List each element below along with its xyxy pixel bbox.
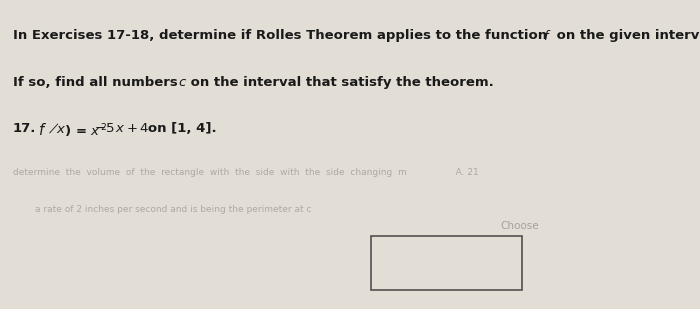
Text: $\mathit{f}$: $\mathit{f}$ bbox=[38, 122, 48, 138]
Text: ) = $x^{\,2}$: ) = $x^{\,2}$ bbox=[60, 122, 108, 140]
Text: If so, find all numbers: If so, find all numbers bbox=[13, 76, 182, 89]
Text: a rate of 2 inches per second and is being the perimeter at c: a rate of 2 inches per second and is bei… bbox=[35, 205, 429, 214]
Text: $-5\,x+4$: $-5\,x+4$ bbox=[94, 122, 149, 135]
Text: on [1, 4].: on [1, 4]. bbox=[134, 122, 217, 135]
Text: $\!\!\not{\!\mathit{x}}$: $\!\!\not{\!\mathit{x}}$ bbox=[49, 122, 66, 136]
Text: $\mathit{f}$: $\mathit{f}$ bbox=[543, 29, 552, 43]
Text: 17.: 17. bbox=[13, 122, 36, 135]
Text: In Exercises 17-18, determine if Rolles Theorem applies to the function: In Exercises 17-18, determine if Rolles … bbox=[13, 29, 552, 42]
Text: on the interval that satisfy the theorem.: on the interval that satisfy the theorem… bbox=[186, 76, 493, 89]
Text: determine  the  volume  of  the  rectangle  with  the  side  with  the  side  ch: determine the volume of the rectangle wi… bbox=[13, 168, 478, 177]
Text: Choose: Choose bbox=[500, 221, 539, 231]
Bar bbox=[371, 236, 522, 290]
Text: $\mathit{c}$: $\mathit{c}$ bbox=[178, 76, 187, 89]
Text: on the given interval.: on the given interval. bbox=[552, 29, 700, 42]
